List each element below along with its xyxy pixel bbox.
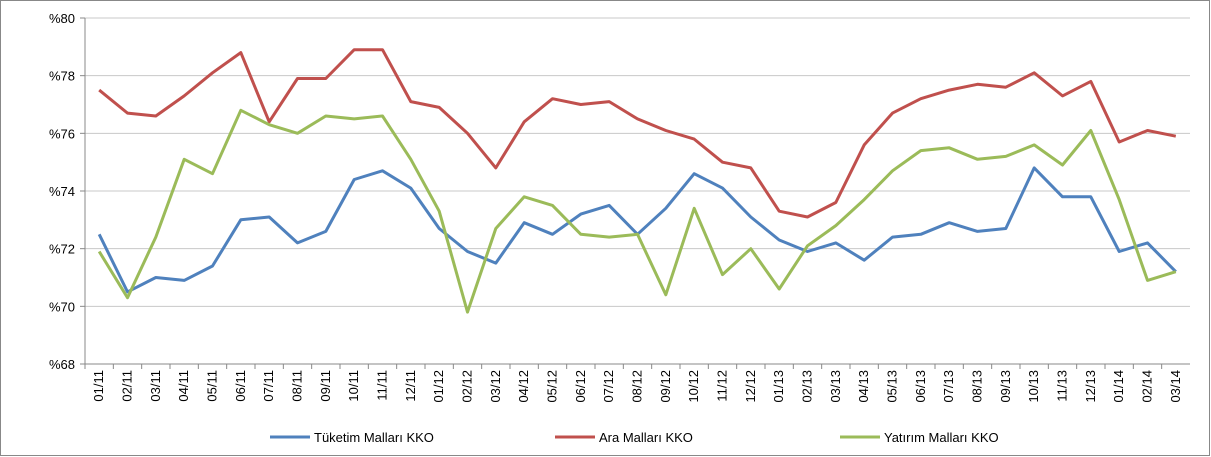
x-tick-label: 10/11 — [346, 370, 361, 402]
legend-label: Tüketim Malları KKO — [314, 430, 434, 445]
x-tick-label: 03/14 — [1168, 370, 1183, 403]
x-tick-label: 09/12 — [658, 370, 673, 403]
x-tick-label: 03/12 — [488, 370, 503, 403]
x-tick-label: 10/13 — [1026, 370, 1041, 403]
x-tick-label: 05/12 — [545, 370, 560, 403]
y-tick-label: %76 — [49, 126, 75, 141]
x-tick-label: 04/13 — [856, 370, 871, 403]
x-tick-label: 01/11 — [91, 370, 106, 402]
x-tick-label: 03/11 — [148, 370, 163, 402]
x-tick-label: 02/13 — [800, 370, 815, 403]
x-tick-label: 01/13 — [771, 370, 786, 403]
x-tick-label: 03/13 — [828, 370, 843, 403]
x-tick-label: 06/13 — [913, 370, 928, 403]
y-tick-label: %68 — [49, 357, 75, 372]
y-tick-label: %72 — [49, 242, 75, 257]
x-tick-label: 01/14 — [1111, 370, 1126, 403]
x-tick-label: 02/12 — [460, 370, 475, 403]
x-tick-label: 08/11 — [290, 370, 305, 402]
x-tick-label: 09/13 — [998, 370, 1013, 403]
x-tick-label: 08/12 — [630, 370, 645, 403]
x-tick-label: 01/12 — [431, 370, 446, 403]
x-tick-label: 12/13 — [1083, 370, 1098, 403]
x-tick-label: 08/13 — [970, 370, 985, 403]
legend-label: Ara Malları KKO — [599, 430, 693, 445]
x-tick-label: 02/11 — [120, 370, 135, 402]
series-line — [97, 108, 1177, 314]
x-tick-label: 11/12 — [715, 370, 730, 402]
y-tick-label: %80 — [49, 11, 75, 26]
series-line — [98, 48, 1177, 219]
x-tick-label: 06/12 — [573, 370, 588, 403]
x-tick-label: 07/13 — [941, 370, 956, 403]
y-tick-label: %70 — [49, 299, 75, 314]
x-tick-label: 12/11 — [403, 370, 418, 402]
x-tick-label: 06/11 — [233, 370, 248, 402]
x-tick-label: 04/12 — [516, 370, 531, 403]
x-tick-label: 10/12 — [686, 370, 701, 403]
x-tick-label: 11/13 — [1055, 370, 1070, 402]
x-tick-label: 12/12 — [743, 370, 758, 403]
x-tick-label: 04/11 — [176, 370, 191, 402]
x-tick-label: 02/14 — [1140, 370, 1155, 403]
x-tick-label: 05/13 — [885, 370, 900, 403]
x-tick-label: 05/11 — [205, 370, 220, 402]
x-tick-label: 09/11 — [318, 370, 333, 402]
x-tick-label: 07/11 — [261, 370, 276, 402]
legend-label: Yatırım Malları KKO — [884, 430, 999, 445]
y-tick-label: %74 — [49, 184, 75, 199]
x-tick-label: 07/12 — [601, 370, 616, 403]
x-tick-label: 11/11 — [375, 370, 390, 401]
y-tick-label: %78 — [49, 69, 75, 84]
